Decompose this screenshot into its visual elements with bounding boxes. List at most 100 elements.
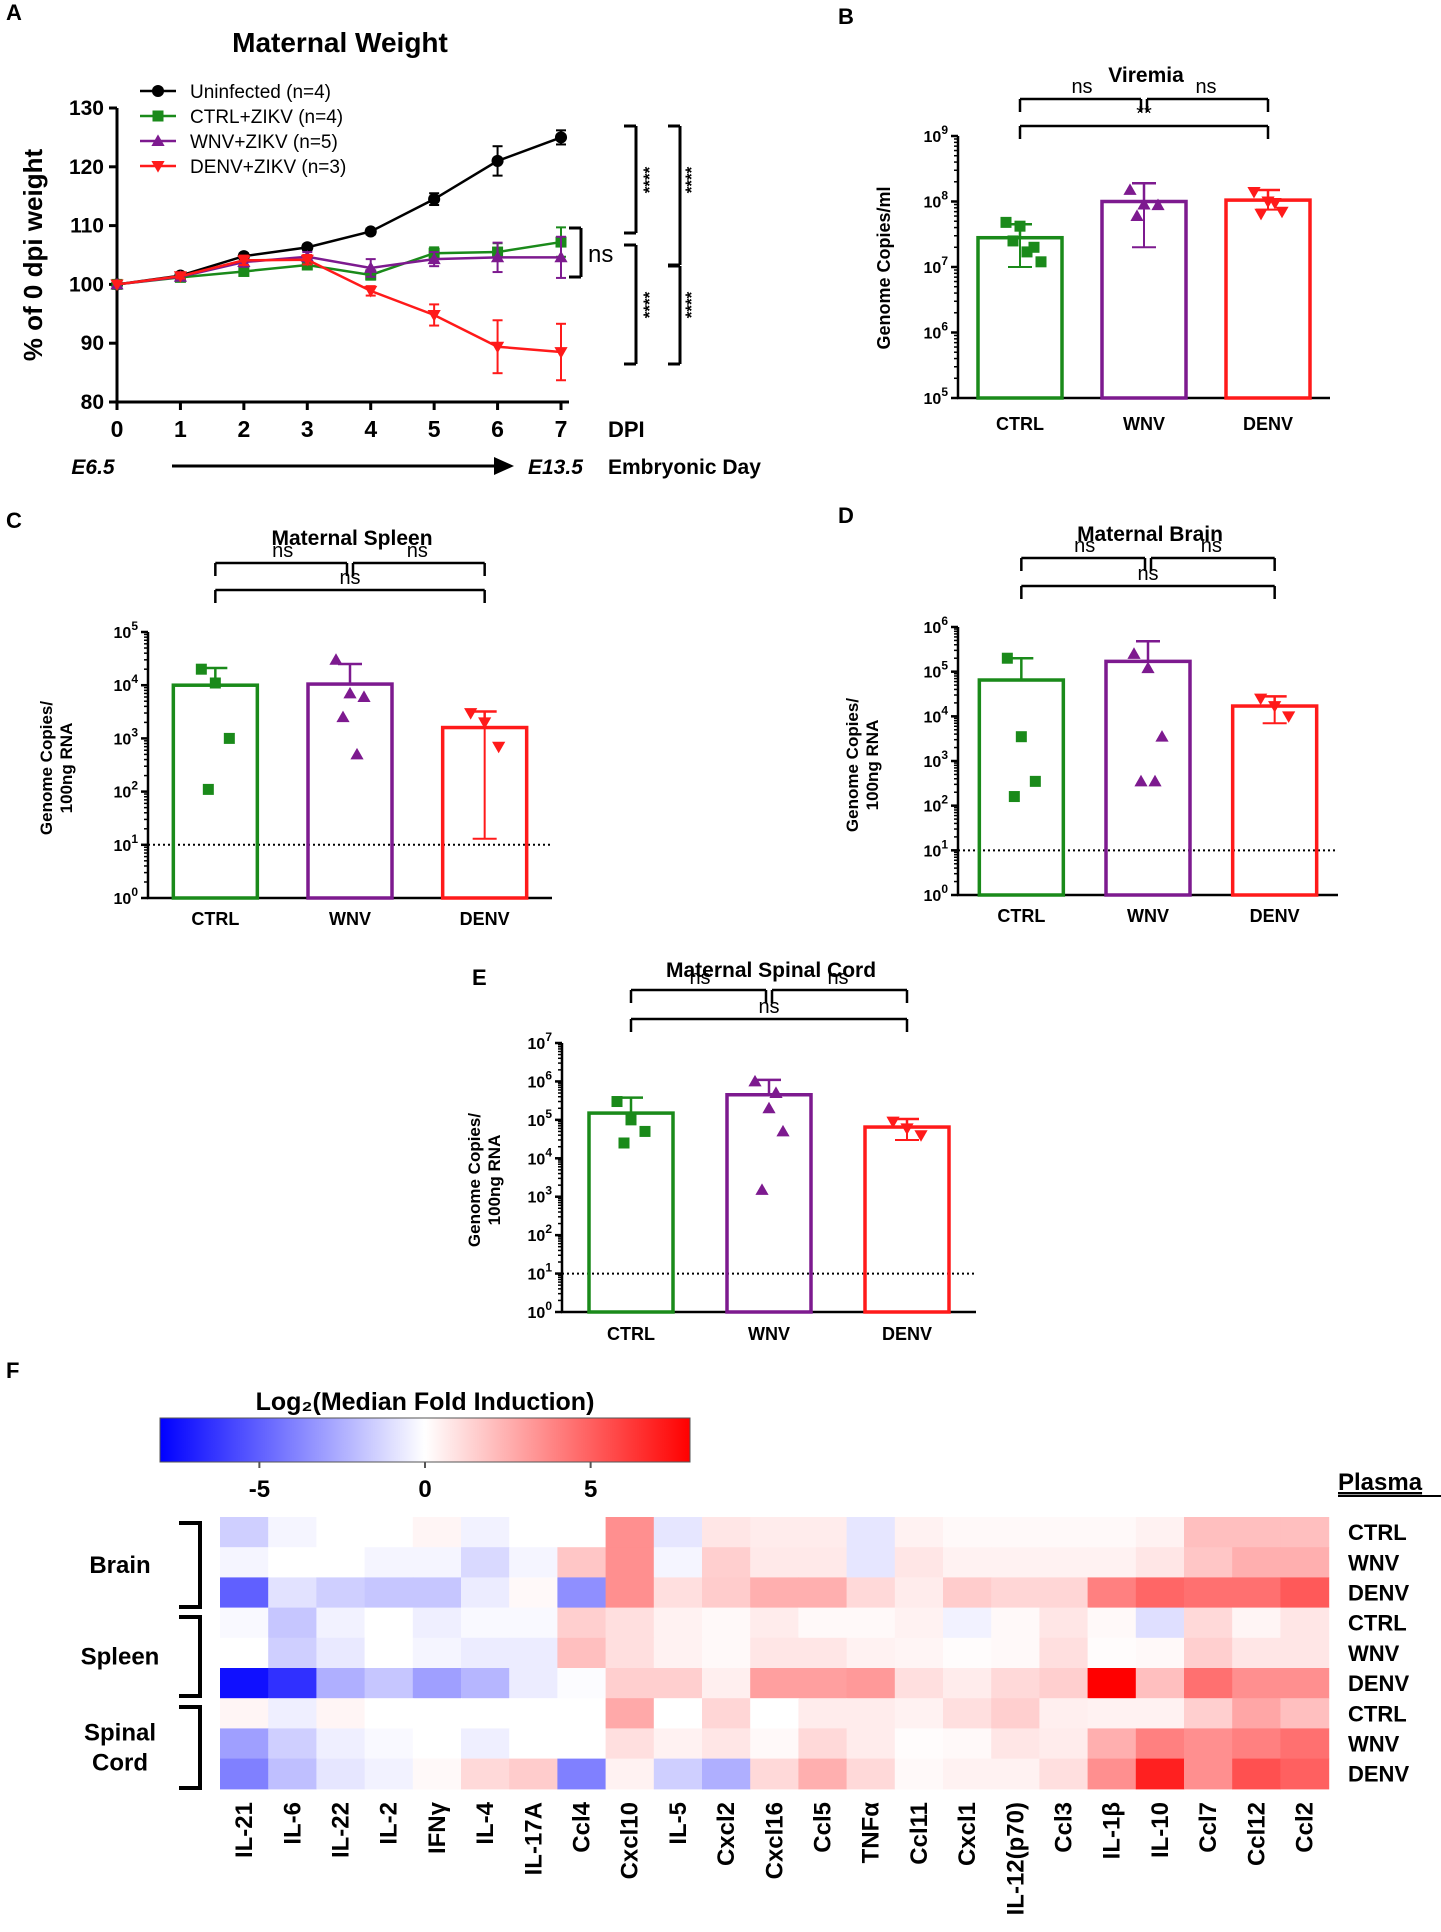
heatmap-cell — [798, 1728, 848, 1760]
y-tick-label: 120 — [69, 156, 104, 179]
y-tick-label: 104 — [114, 672, 139, 695]
heatmap-cell — [1087, 1607, 1137, 1639]
category-label-wnv: WNV — [1123, 414, 1165, 434]
bar-ctrl — [171, 683, 260, 900]
y-tick-label: 103 — [114, 725, 139, 748]
heatmap-cell — [605, 1668, 655, 1699]
heatmap-column-label: Ccl5 — [810, 1802, 837, 1853]
data-point-wnv — [336, 710, 350, 723]
data-point-denv — [554, 347, 568, 359]
heatmap-cell — [846, 1517, 896, 1548]
panel-letter-c: C — [6, 508, 22, 533]
heatmap-cell — [268, 1668, 317, 1699]
data-point-ctrl — [1008, 791, 1020, 803]
y-tick-label: 105 — [924, 659, 949, 682]
heatmap-cell — [1039, 1758, 1089, 1790]
heatmap-cell — [943, 1728, 992, 1760]
y-axis-label: % of 0 dpi weight — [18, 149, 48, 362]
data-point-wnv — [1141, 661, 1155, 674]
heatmap-cell — [1184, 1547, 1233, 1578]
heatmap-cell — [894, 1668, 944, 1699]
comparison-label: ns — [827, 967, 848, 989]
heatmap-cell — [605, 1577, 655, 1609]
data-point-denv — [1254, 208, 1268, 221]
category-label-wnv: WNV — [329, 909, 371, 929]
x-tick-label: 1 — [174, 416, 187, 442]
y-tick-label: 105 — [924, 385, 949, 408]
y-tick-label: 100 — [924, 882, 949, 905]
heatmap-cell — [461, 1577, 510, 1609]
heatmap-cell — [798, 1758, 848, 1790]
heatmap-column-label: Ccl2 — [1292, 1802, 1319, 1853]
data-point-denv — [173, 271, 188, 283]
heatmap-cell — [702, 1758, 751, 1790]
data-point-ctrl — [195, 663, 207, 675]
data-point-ctrl — [1035, 256, 1047, 268]
heatmap-column-label: IL-1β — [1099, 1802, 1126, 1859]
data-point-uninfected — [301, 241, 314, 254]
heatmap-cell — [846, 1637, 896, 1669]
data-point-wnv — [364, 261, 378, 273]
data-point-ctrl — [223, 732, 235, 744]
heatmap-cell — [461, 1728, 510, 1760]
heatmap-cell — [894, 1607, 944, 1639]
data-point-ctrl — [611, 1096, 623, 1108]
category-label-ctrl: CTRL — [996, 414, 1044, 434]
legend-label-uninfected: Uninfected (n=4) — [190, 82, 331, 103]
heatmap-cell — [412, 1698, 462, 1729]
chart-d-title: Maternal Brain — [1077, 523, 1223, 546]
y-tick-label: 107 — [528, 1030, 553, 1053]
chart-c-title: Maternal Spleen — [271, 527, 432, 550]
category-label-wnv: WNV — [748, 1324, 790, 1344]
heatmap-cell — [702, 1577, 751, 1609]
data-point-denv — [1247, 186, 1261, 199]
y-axis-label: Genome Copies/ml — [874, 186, 894, 349]
data-point-uninfected — [554, 131, 568, 144]
heatmap-cell — [1087, 1577, 1137, 1609]
heatmap-cell — [461, 1758, 510, 1790]
heatmap-cell — [364, 1637, 414, 1669]
panel-letter-a: A — [6, 0, 22, 25]
heatmap-cell — [364, 1517, 414, 1548]
heatmap-cell — [1280, 1517, 1330, 1548]
heatmap-column-label: IL-10 — [1147, 1802, 1174, 1858]
comparison-label: ns — [1071, 76, 1092, 98]
data-point-denv — [1268, 701, 1282, 713]
y-tick-label: 106 — [924, 320, 949, 343]
heatmap-cell — [991, 1728, 1040, 1760]
data-point-denv — [237, 255, 251, 267]
heatmap-cell — [894, 1698, 944, 1729]
heatmap-cell — [1184, 1517, 1233, 1548]
y-tick-label: 100 — [69, 273, 104, 296]
category-label-denv: DENV — [1243, 414, 1293, 434]
heatmap-cell — [461, 1637, 510, 1669]
legend-marker-wnv — [151, 134, 165, 146]
data-point-uninfected — [491, 154, 504, 167]
category-label-denv: DENV — [460, 909, 510, 929]
bar-denv — [1224, 198, 1312, 400]
legend-label-ctrl: CTRL+ZIKV (n=4) — [190, 107, 343, 128]
chart-a-title: Maternal Weight — [232, 27, 448, 58]
series-line-ctrl — [116, 240, 562, 286]
heatmap-cell — [653, 1517, 703, 1548]
heatmap-cell — [268, 1547, 317, 1578]
data-point-denv — [1282, 711, 1296, 723]
heatmap-cell — [461, 1547, 510, 1578]
data-point-wnv — [1148, 774, 1162, 787]
heatmap-cell — [1232, 1728, 1281, 1760]
category-label-ctrl: CTRL — [607, 1324, 655, 1344]
heatmap-cell — [943, 1758, 992, 1790]
heatmap-cell — [316, 1758, 366, 1790]
data-point-wnv — [329, 653, 343, 665]
x-tick-label: 2 — [237, 416, 250, 442]
annotation-ns: ns — [588, 241, 613, 268]
heatmap-cell — [605, 1547, 655, 1578]
data-point-wnv — [769, 1086, 783, 1098]
heatmap-cell — [557, 1547, 607, 1578]
heatmap-cell — [1280, 1547, 1330, 1578]
y-tick-label: 80 — [81, 391, 104, 414]
heatmap-column-label: Ccl11 — [906, 1802, 933, 1865]
heatmap-cell — [750, 1577, 799, 1609]
data-point-ctrl — [209, 677, 221, 689]
